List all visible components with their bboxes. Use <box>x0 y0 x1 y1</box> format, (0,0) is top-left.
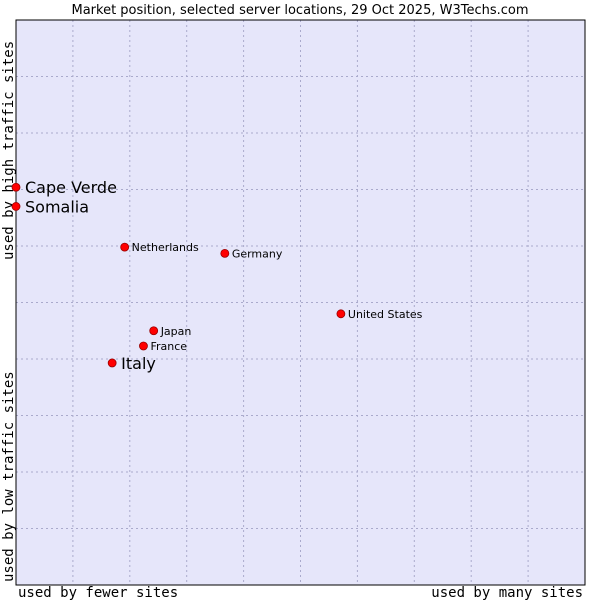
point-label-cape-verde: Cape Verde <box>25 178 117 197</box>
point-germany <box>220 248 230 258</box>
point-label-germany: Germany <box>232 247 283 260</box>
point-united-states <box>336 309 346 319</box>
point-label-united-states: United States <box>348 308 423 321</box>
point-label-japan: Japan <box>160 325 192 338</box>
y-axis-label-bottom: used by low traffic sites <box>1 371 17 582</box>
point-somalia <box>11 202 21 211</box>
x-axis-label-left: used by fewer sites <box>18 585 178 600</box>
point-japan <box>149 326 159 336</box>
y-axis-label-top: used by high traffic sites <box>1 41 17 260</box>
point-france <box>139 341 148 351</box>
point-label-italy: Italy <box>121 354 156 373</box>
point-label-somalia: Somalia <box>25 197 89 216</box>
point-netherlands <box>120 242 130 252</box>
point-cape-verde <box>11 182 21 192</box>
point-italy <box>107 358 117 368</box>
plot-frame <box>15 19 586 586</box>
point-label-france: France <box>150 340 187 353</box>
grid <box>16 20 585 585</box>
chart-title: Market position, selected server locatio… <box>71 3 528 18</box>
point-label-netherlands: Netherlands <box>132 241 199 254</box>
x-axis-label-right: used by many sites <box>431 585 583 600</box>
